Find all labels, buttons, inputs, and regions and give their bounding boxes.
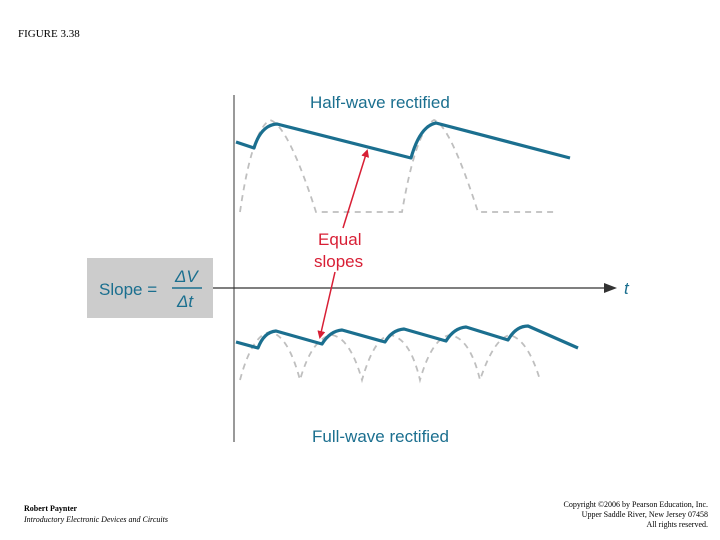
full-wave-output [235, 324, 579, 350]
equal-slopes-arrow-up [342, 149, 370, 229]
half-wave-label: Half-wave rectified [310, 93, 450, 112]
equal-slopes-arrow-down [317, 271, 336, 339]
book-title: Introductory Electronic Devices and Circ… [24, 515, 168, 524]
equal-slopes-label-line1: Equal [318, 230, 361, 249]
slope-denominator: Δt [176, 292, 194, 311]
full-wave-label: Full-wave rectified [312, 427, 449, 446]
half-wave-input-dashed [239, 119, 556, 213]
author-block: Robert Paynter Introductory Electronic D… [24, 503, 168, 525]
time-axis-arrowhead [604, 283, 617, 293]
half-wave-output [235, 121, 571, 160]
copyright-line2: Upper Saddle River, New Jersey 07458 [581, 510, 708, 519]
slope-numerator: ΔV [174, 267, 199, 286]
copyright-block: Copyright ©2006 by Pearson Education, In… [448, 500, 709, 530]
copyright-line1: Copyright ©2006 by Pearson Education, In… [563, 500, 709, 509]
equal-slopes-label-line2: slopes [314, 252, 363, 271]
time-axis-label: t [624, 279, 630, 298]
slope-text: Slope = [99, 280, 157, 299]
author-name: Robert Paynter [24, 504, 78, 513]
full-wave-input-dashed [239, 331, 541, 384]
copyright-line3: All rights reserved. [646, 520, 708, 529]
figure-label: FIGURE 3.38 [18, 28, 80, 40]
